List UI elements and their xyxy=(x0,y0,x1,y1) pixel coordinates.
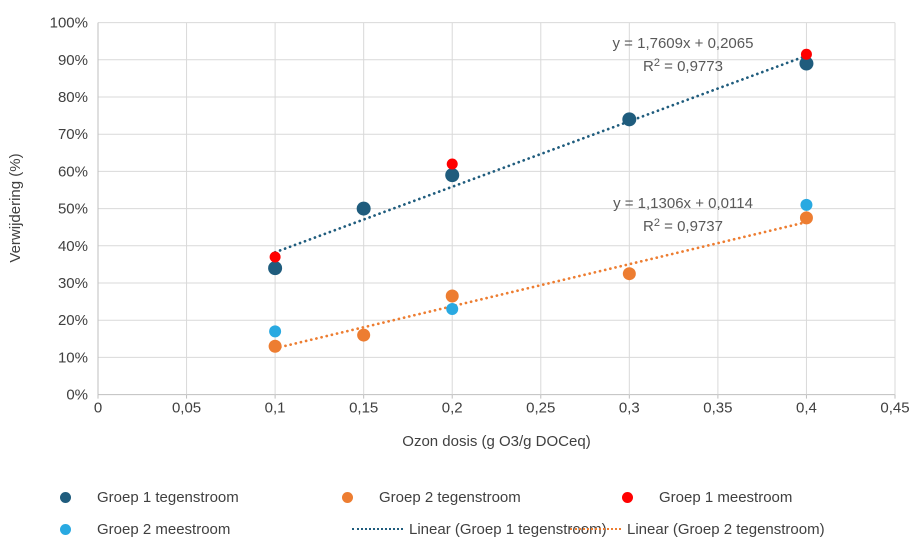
legend-line-marker xyxy=(570,528,621,530)
x-tick-label: 0,05 xyxy=(172,400,201,417)
legend-label: Groep 1 tegenstroom xyxy=(97,488,239,506)
legend-item: Linear (Groep 1 tegenstroom) xyxy=(352,520,607,538)
y-tick-label: 0% xyxy=(66,387,88,404)
trendline-equation: y = 1,1306x + 0,0114 xyxy=(613,195,753,212)
legend-item: Groep 1 meestroom xyxy=(622,488,793,506)
legend-label: Linear (Groep 1 tegenstroom) xyxy=(409,520,607,538)
y-tick-label: 100% xyxy=(50,15,88,32)
y-tick-label: 50% xyxy=(58,201,88,218)
y-tick-label: 80% xyxy=(58,89,88,106)
x-tick-label: 0,35 xyxy=(703,400,732,417)
legend-dot-marker xyxy=(60,491,71,503)
y-axis-title: Verwijdering (%) xyxy=(7,153,24,262)
trendline-equation: y = 1,7609x + 0,2065 xyxy=(613,35,754,52)
x-axis-title: Ozon dosis (g O3/g DOCeq) xyxy=(402,433,590,450)
trendline-r2: R2 = 0,9737 xyxy=(643,217,723,235)
data-point xyxy=(799,211,813,225)
x-tick-label: 0,3 xyxy=(619,400,640,417)
y-tick-label: 30% xyxy=(58,275,88,292)
data-point xyxy=(445,289,459,303)
y-tick-label: 90% xyxy=(58,52,88,69)
x-tick-label: 0,45 xyxy=(880,400,909,417)
data-point xyxy=(268,261,283,276)
data-point xyxy=(446,158,458,170)
data-point xyxy=(269,325,282,338)
y-tick-label: 10% xyxy=(58,349,88,366)
legend-dot-marker xyxy=(60,523,71,535)
data-point xyxy=(356,201,371,216)
legend-item: Groep 1 tegenstroom xyxy=(60,488,239,506)
data-point xyxy=(800,48,812,60)
data-point xyxy=(357,328,371,342)
trendline xyxy=(273,54,808,254)
y-tick-label: 40% xyxy=(58,238,88,255)
data-point xyxy=(799,56,814,71)
data-point xyxy=(268,339,282,353)
scatter-plot: 0% 10% 20% 30% 40% 50% 60% 70% 80% 90% 100% 0 0,05 0,… xyxy=(7,15,910,450)
legend-label: Linear (Groep 2 tegenstroom) xyxy=(627,520,825,538)
x-tick-label: 0,2 xyxy=(442,400,463,417)
trendline-r2: R2 = 0,9773 xyxy=(643,57,723,75)
data-point xyxy=(622,267,636,281)
legend-item: Groep 2 meestroom xyxy=(60,520,231,538)
x-tick-label: 0 xyxy=(94,400,102,417)
legend-line-marker xyxy=(352,528,403,530)
legend-label: Groep 2 meestroom xyxy=(97,520,231,538)
y-tick-label: 70% xyxy=(58,126,88,143)
legend-item: Linear (Groep 2 tegenstroom) xyxy=(570,520,825,538)
trendline xyxy=(273,220,808,350)
data-point xyxy=(269,251,281,263)
x-tick-label: 0,25 xyxy=(526,400,555,417)
y-tick-label: 20% xyxy=(58,312,88,329)
x-tick-label: 0,1 xyxy=(265,400,286,417)
x-tick-label: 0,15 xyxy=(349,400,378,417)
x-tick-label: 0,4 xyxy=(796,400,817,417)
legend-label: Groep 2 tegenstroom xyxy=(379,488,521,506)
y-tick-label: 60% xyxy=(58,163,88,180)
data-point xyxy=(445,168,460,183)
legend-dot-marker xyxy=(342,491,353,503)
data-point xyxy=(622,112,637,127)
legend-dot-marker xyxy=(622,491,633,503)
legend-label: Groep 1 meestroom xyxy=(659,488,793,506)
legend-item: Groep 2 tegenstroom xyxy=(342,488,521,506)
data-point xyxy=(800,198,813,211)
data-point xyxy=(446,303,459,316)
